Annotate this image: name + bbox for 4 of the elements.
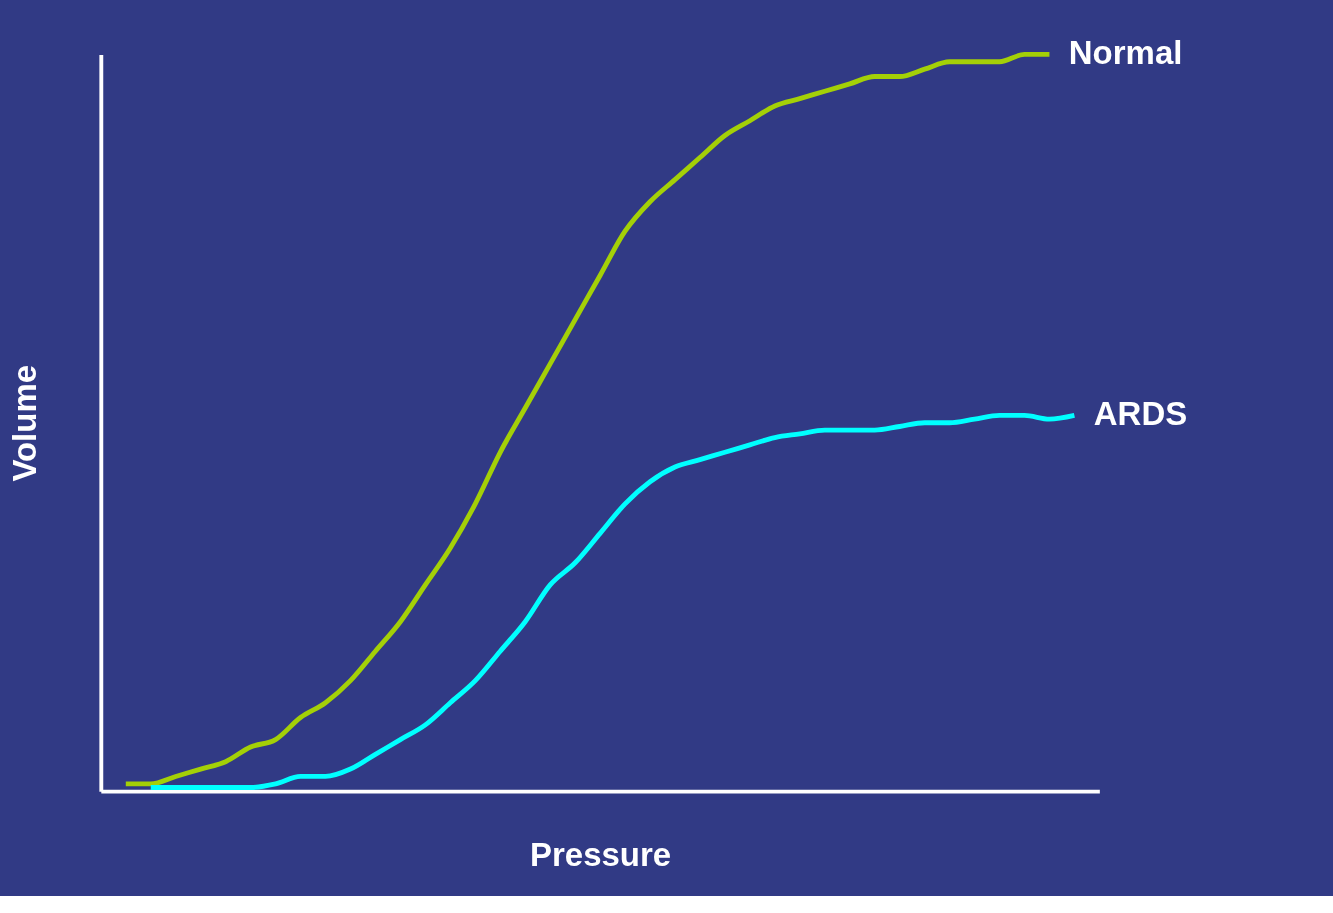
series-label: ARDS (1093, 395, 1188, 433)
x-axis-title: Pressure (530, 836, 672, 874)
y-axis-title: Volume (6, 364, 44, 482)
series-label: Normal (1068, 34, 1183, 72)
